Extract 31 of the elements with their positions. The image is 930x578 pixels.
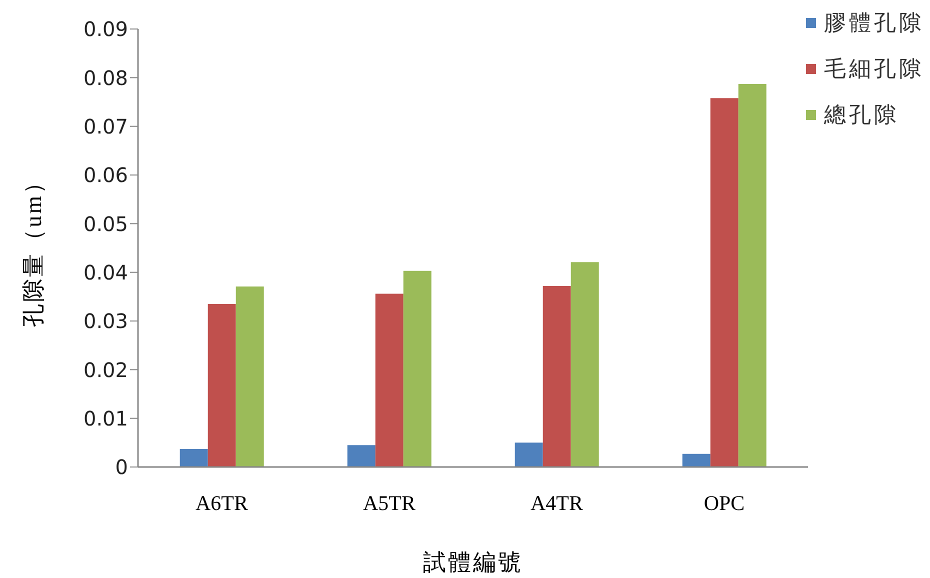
bar (682, 454, 710, 467)
bar (570, 262, 599, 467)
bar (236, 286, 264, 467)
x-axis-title: 試體編號 (423, 550, 523, 575)
bar (347, 445, 376, 467)
y-tick-label: 0.07 (83, 114, 128, 138)
bar (180, 448, 208, 467)
y-tick-label: 0.04 (83, 260, 128, 284)
y-tick-label: 0.09 (83, 17, 128, 42)
x-tick-label: OPC (704, 490, 745, 515)
y-tick-label: 0.01 (83, 406, 128, 430)
y-tick-label: 0.02 (83, 358, 128, 382)
bar (403, 270, 432, 467)
bar (710, 98, 738, 467)
x-tick-label: A4TR (530, 490, 583, 515)
bar (208, 304, 236, 467)
legend-label: 總孔隙 (824, 101, 899, 129)
y-tick-label: 0.08 (83, 66, 128, 90)
legend-label: 膠體孔隙 (824, 9, 924, 37)
bar (375, 294, 404, 467)
x-tick-label: A5TR (363, 490, 416, 515)
bar (514, 442, 543, 467)
y-axis-title: 孔隙量（um） (21, 168, 46, 328)
bar (738, 84, 766, 467)
bar (542, 286, 571, 467)
y-tick-label: 0 (115, 455, 128, 480)
legend-label: 毛細孔隙 (824, 55, 924, 83)
y-tick-label: 0.03 (83, 309, 128, 334)
y-tick-label: 0.05 (83, 212, 128, 236)
x-tick-label: A6TR (196, 490, 248, 515)
y-tick-label: 0.06 (83, 163, 128, 188)
